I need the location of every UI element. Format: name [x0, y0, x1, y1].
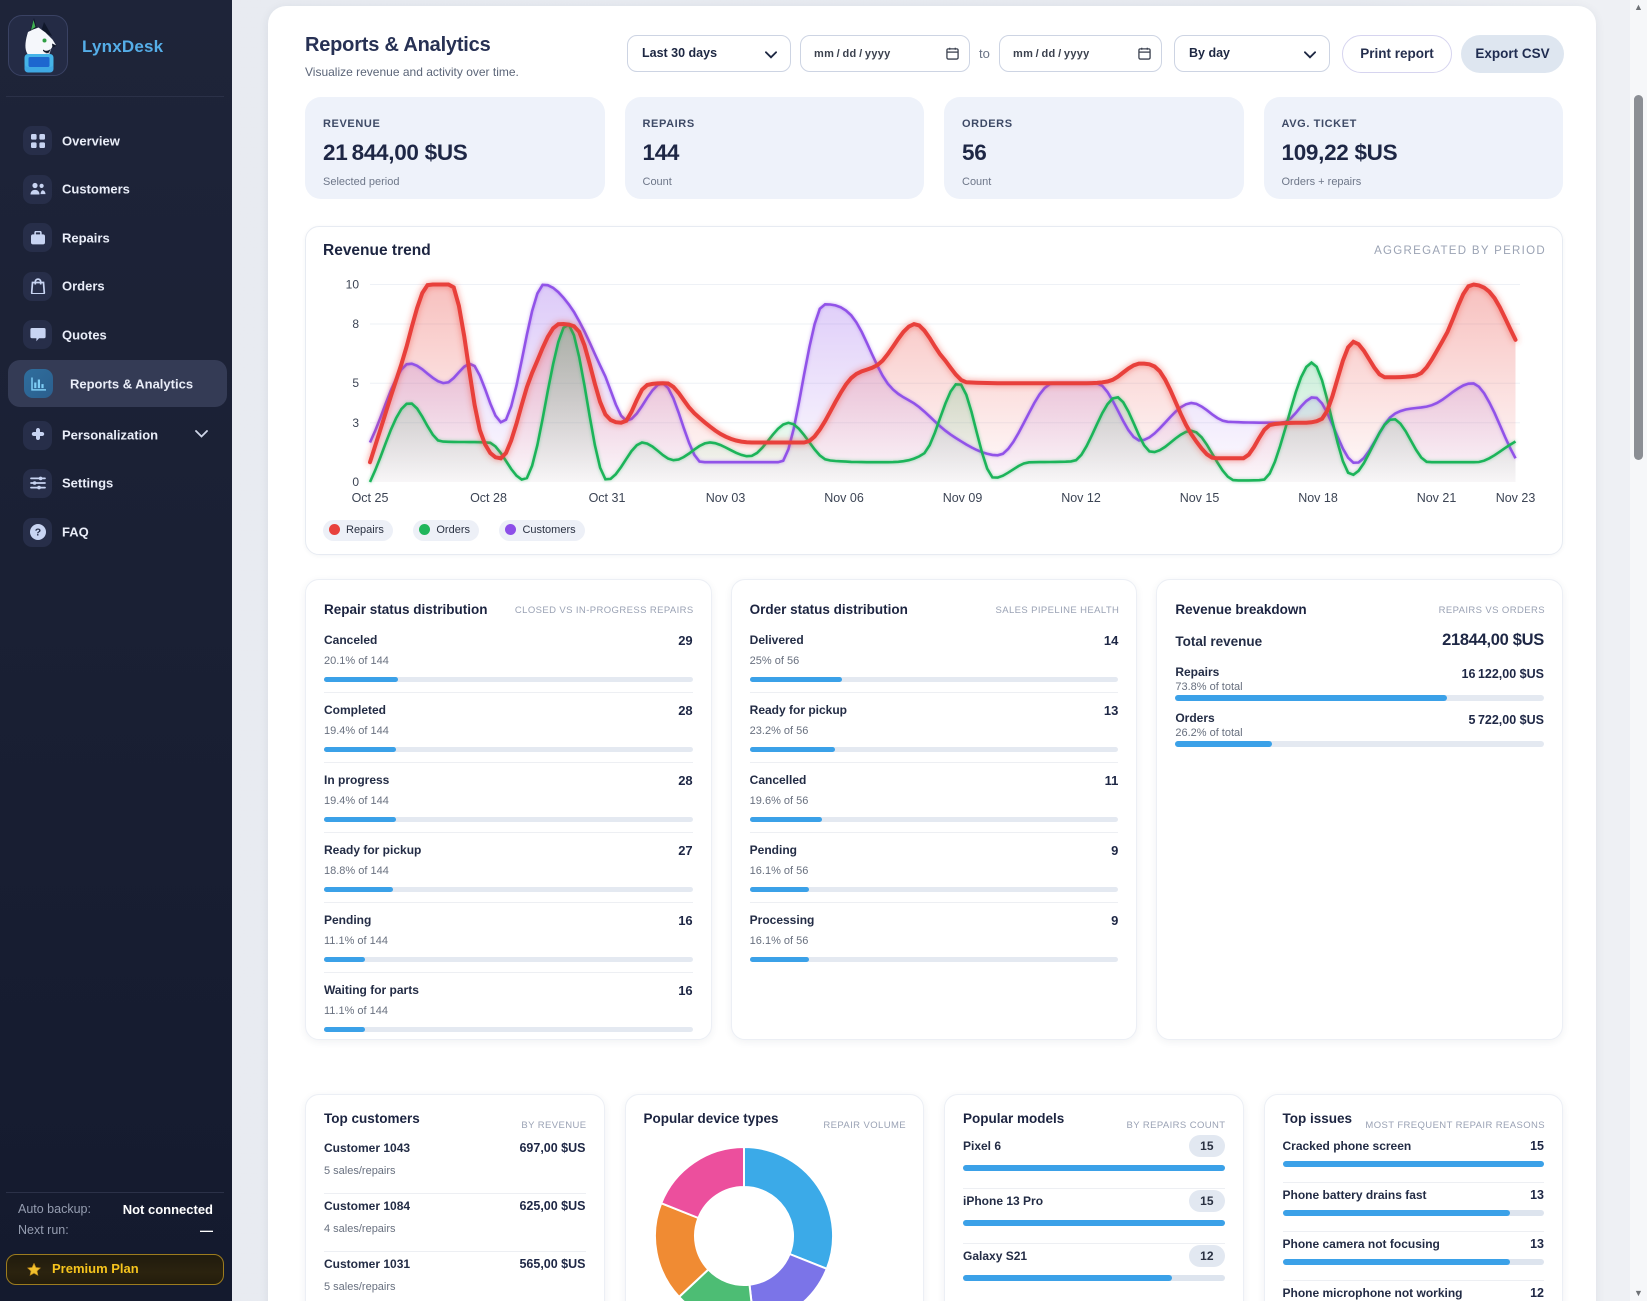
svg-text:Oct 25: Oct 25 — [352, 491, 389, 505]
svg-text:Nov 06: Nov 06 — [824, 491, 864, 505]
svg-text:Nov 15: Nov 15 — [1180, 491, 1220, 505]
svg-text:8: 8 — [352, 317, 359, 331]
svg-text:Nov 12: Nov 12 — [1061, 491, 1101, 505]
svg-text:Nov 23: Nov 23 — [1496, 491, 1536, 505]
svg-text:Nov 18: Nov 18 — [1298, 491, 1338, 505]
svg-text:?: ? — [34, 527, 40, 539]
svg-text:5: 5 — [352, 376, 359, 390]
svg-text:10: 10 — [346, 278, 360, 292]
svg-text:Nov 03: Nov 03 — [706, 491, 746, 505]
svg-text:Nov 21: Nov 21 — [1417, 491, 1457, 505]
svg-text:3: 3 — [352, 416, 359, 430]
svg-text:0: 0 — [352, 475, 359, 489]
svg-text:Oct 31: Oct 31 — [589, 491, 626, 505]
svg-text:Nov 09: Nov 09 — [943, 491, 983, 505]
svg-text:Oct 28: Oct 28 — [470, 491, 507, 505]
